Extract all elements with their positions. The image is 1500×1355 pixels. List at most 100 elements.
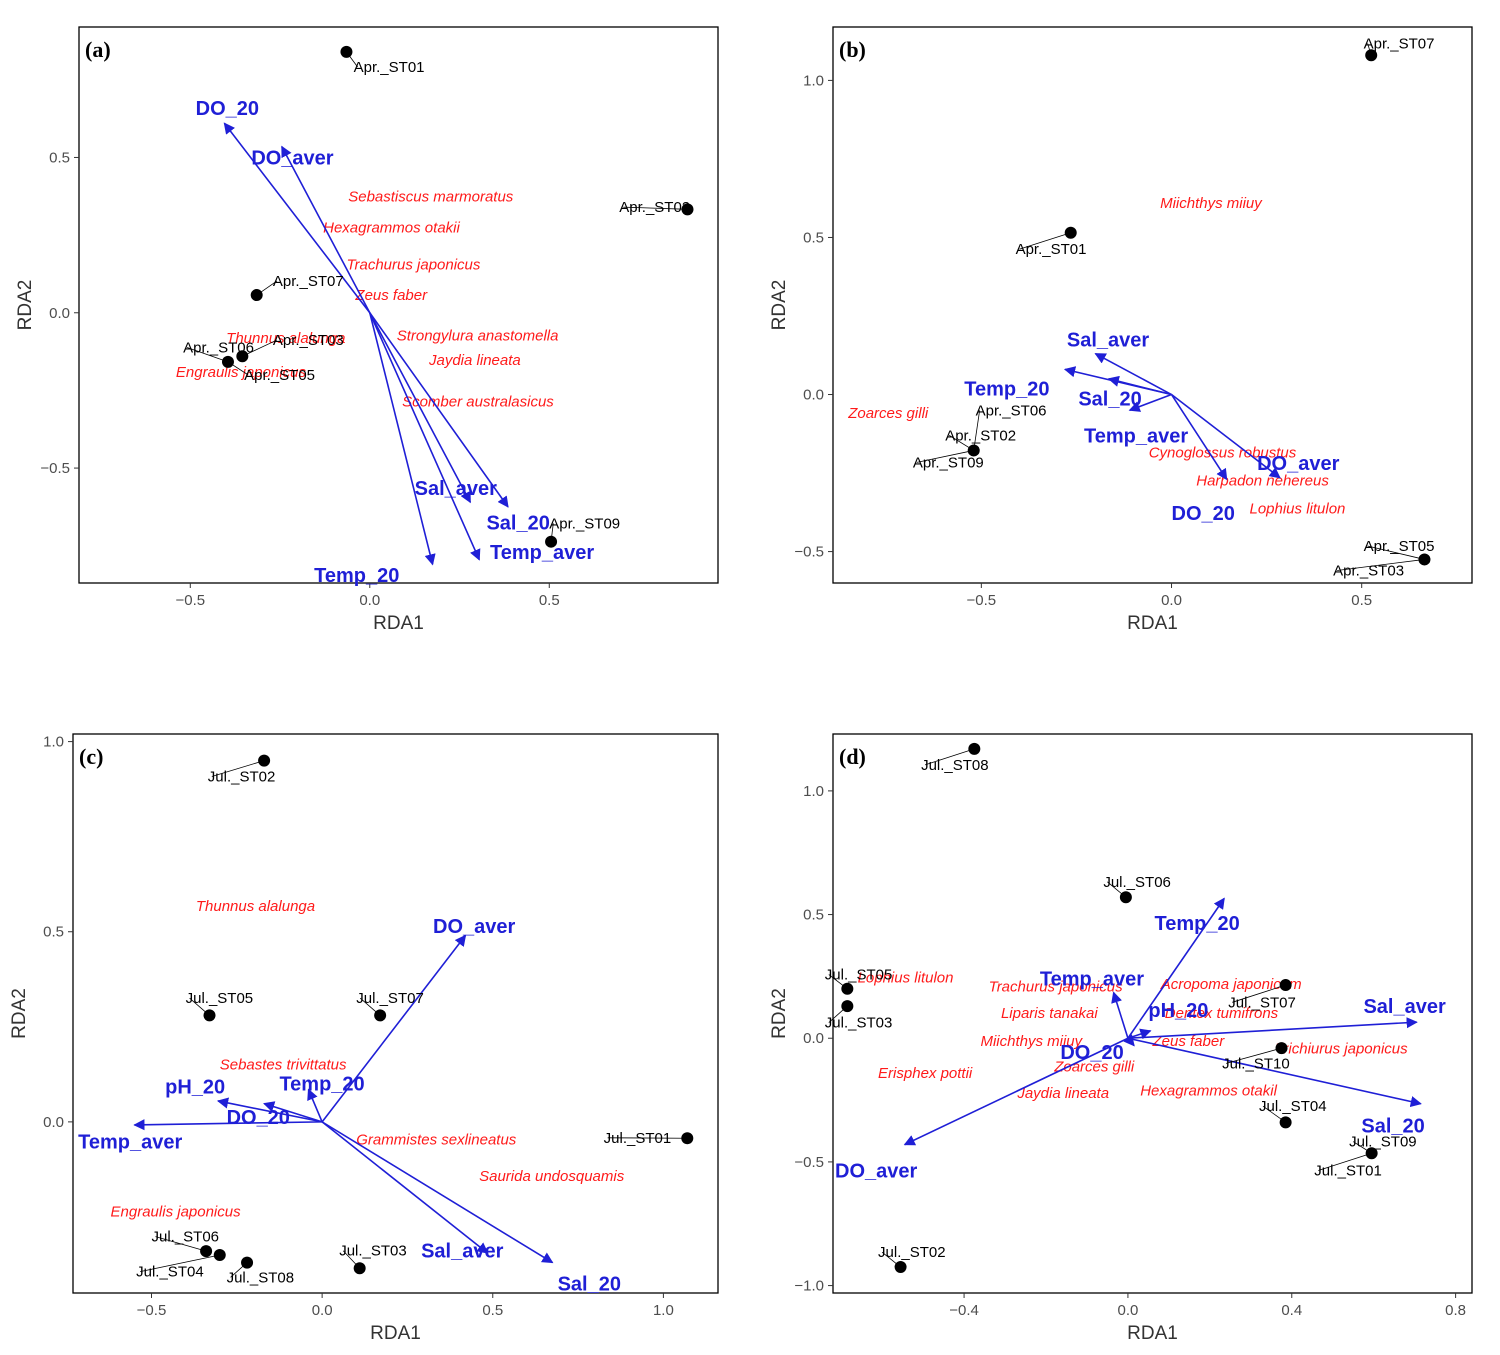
species-label: Strongylura anastomella (397, 327, 559, 344)
site-point (203, 1009, 216, 1022)
site-label: Jul._ST07 (1228, 994, 1296, 1011)
species-label: Zoarces gilli (847, 405, 929, 422)
site-point (200, 1245, 213, 1258)
site-leader-line (916, 450, 974, 463)
env-vector-label: DO_aver (433, 916, 515, 938)
site-point (213, 1248, 226, 1261)
site-label: Apr._ST01 (1016, 241, 1087, 258)
site-leader-line (242, 339, 278, 357)
species-label: Miichthys miiuy (980, 1033, 1083, 1050)
species-label: Jaydia lineata (428, 352, 521, 369)
site-leader-line (1367, 545, 1425, 560)
x-tick-label: 0.5 (1351, 592, 1372, 609)
env-vector-arrow (1170, 394, 1228, 481)
env-vector-arrow (369, 312, 509, 508)
y-tick-label: −0.5 (794, 544, 824, 561)
env-vector-arrow (321, 1121, 489, 1254)
site-point (968, 742, 981, 755)
panel-letter: (d) (839, 744, 866, 769)
site-label: Apr._ST02 (619, 199, 690, 216)
site-leader-line (1337, 559, 1425, 571)
site-label: Jul._ST02 (878, 1244, 946, 1261)
env-vector-arrow (1107, 375, 1172, 396)
rda-panel-2: −0.5 0.0 0.5 1.0 0.0 0.5 1.0 RDA1 RDA2 (c) Thunnus… (9, 733, 719, 1344)
site-point (894, 1261, 907, 1274)
species-label: Harpadon nehereus (1196, 473, 1329, 490)
env-vector-arrow (1127, 897, 1225, 1039)
species-label: Miichthys miiuy (1160, 195, 1263, 212)
species-label: Hexagrammos otakil (1140, 1083, 1277, 1100)
site-leader-line (948, 435, 974, 451)
panel-letter: (c) (79, 744, 103, 769)
x-tick-label: 0.0 (1117, 1302, 1138, 1319)
env-vector-arrow (133, 1119, 323, 1131)
env-vector-arrow (263, 1101, 323, 1123)
site-point (841, 1000, 854, 1013)
species-label: Sebastiscus marmoratus (348, 189, 514, 206)
site-leader-line (186, 347, 229, 363)
site-leader-line (1226, 1047, 1282, 1064)
y-tick-label: −1.0 (794, 1278, 824, 1295)
site-leader-line (227, 361, 249, 376)
species-label: Engraulis japonicus (176, 364, 307, 381)
x-tick-label: −0.5 (137, 1302, 167, 1319)
site-point (241, 1256, 254, 1269)
species-label: Trichiurus japonicus (1275, 1041, 1408, 1058)
y-tick-label: 0.0 (803, 1030, 824, 1047)
env-vector-label: Sal_20 (1361, 1116, 1424, 1138)
site-label: Apr._ST06 (183, 340, 254, 357)
species-label: Scomber australasicus (402, 393, 554, 410)
site-label: Apr._ST07 (273, 273, 344, 290)
site-label: Jul._ST06 (151, 1229, 219, 1246)
site-leader-line (924, 748, 975, 766)
env-vector-arrow (369, 312, 472, 504)
y-tick-label: 0.5 (43, 924, 64, 941)
site-label: Jul._ST04 (136, 1264, 204, 1281)
y-tick-label: 1.0 (803, 72, 824, 89)
site-label: Apr._ST05 (1364, 538, 1435, 555)
env-vector-label: Sal_20 (486, 512, 549, 534)
x-axis-title: RDA1 (373, 613, 424, 634)
env-vector-label: DO_20 (1172, 503, 1235, 525)
env-vector-arrow (1094, 352, 1172, 396)
species-label: Engraulis japonicus (111, 1204, 242, 1221)
site-label: Jul._ST02 (208, 769, 276, 786)
site-label: Apr._ST02 (945, 427, 1016, 444)
x-tick-label: −0.5 (175, 592, 205, 609)
species-label: Liparis tanakai (1001, 1005, 1098, 1022)
plot-frame (72, 733, 719, 1294)
site-label: Jul._ST10 (1222, 1055, 1290, 1072)
rda-panel-0: −0.5 0.0 0.5 −0.5 0.0 0.5 RDA1 RDA2 (a) Sebastisc… (15, 26, 719, 634)
species-label: Zeus faber (354, 287, 428, 304)
x-tick-label: −0.4 (949, 1302, 979, 1319)
site-label: Apr._ST03 (273, 332, 344, 349)
env-vector-arrow (321, 934, 467, 1123)
env-vector-label: Sal_20 (558, 1273, 621, 1295)
env-vector-arrow (1127, 1037, 1422, 1108)
env-vector-label: DO_aver (251, 148, 333, 170)
env-vector-label: Temp_20 (279, 1074, 364, 1096)
site-label: Apr._ST09 (913, 454, 984, 471)
x-tick-label: −0.5 (967, 592, 997, 609)
site-point (1064, 226, 1077, 239)
species-label: Acropoma japonicum (1160, 976, 1302, 993)
y-axis-title: RDA2 (15, 280, 36, 331)
env-vector-label: Temp_aver (1040, 969, 1144, 991)
env-vector-label: Sal_aver (415, 478, 498, 500)
env-vector-arrow (1111, 991, 1129, 1039)
x-tick-label: 0.0 (1161, 592, 1182, 609)
species-label: Cynoglossus robustus (1149, 444, 1297, 461)
species-label: Hexagrammos otakii (323, 220, 460, 237)
species-label: Dentex tumifrons (1165, 1005, 1279, 1022)
env-vector-arrow (1127, 1017, 1418, 1040)
env-vector-arrow (1128, 393, 1172, 412)
site-leader-line (973, 410, 981, 451)
y-tick-label: 0.5 (803, 907, 824, 924)
site-label: Jul._ST03 (339, 1243, 407, 1260)
site-point (1365, 49, 1378, 62)
env-vector-label: pH_20 (165, 1076, 225, 1098)
env-vector-arrow (369, 312, 481, 561)
site-point (1279, 1116, 1292, 1129)
env-vector-label: Sal_aver (1067, 329, 1150, 351)
